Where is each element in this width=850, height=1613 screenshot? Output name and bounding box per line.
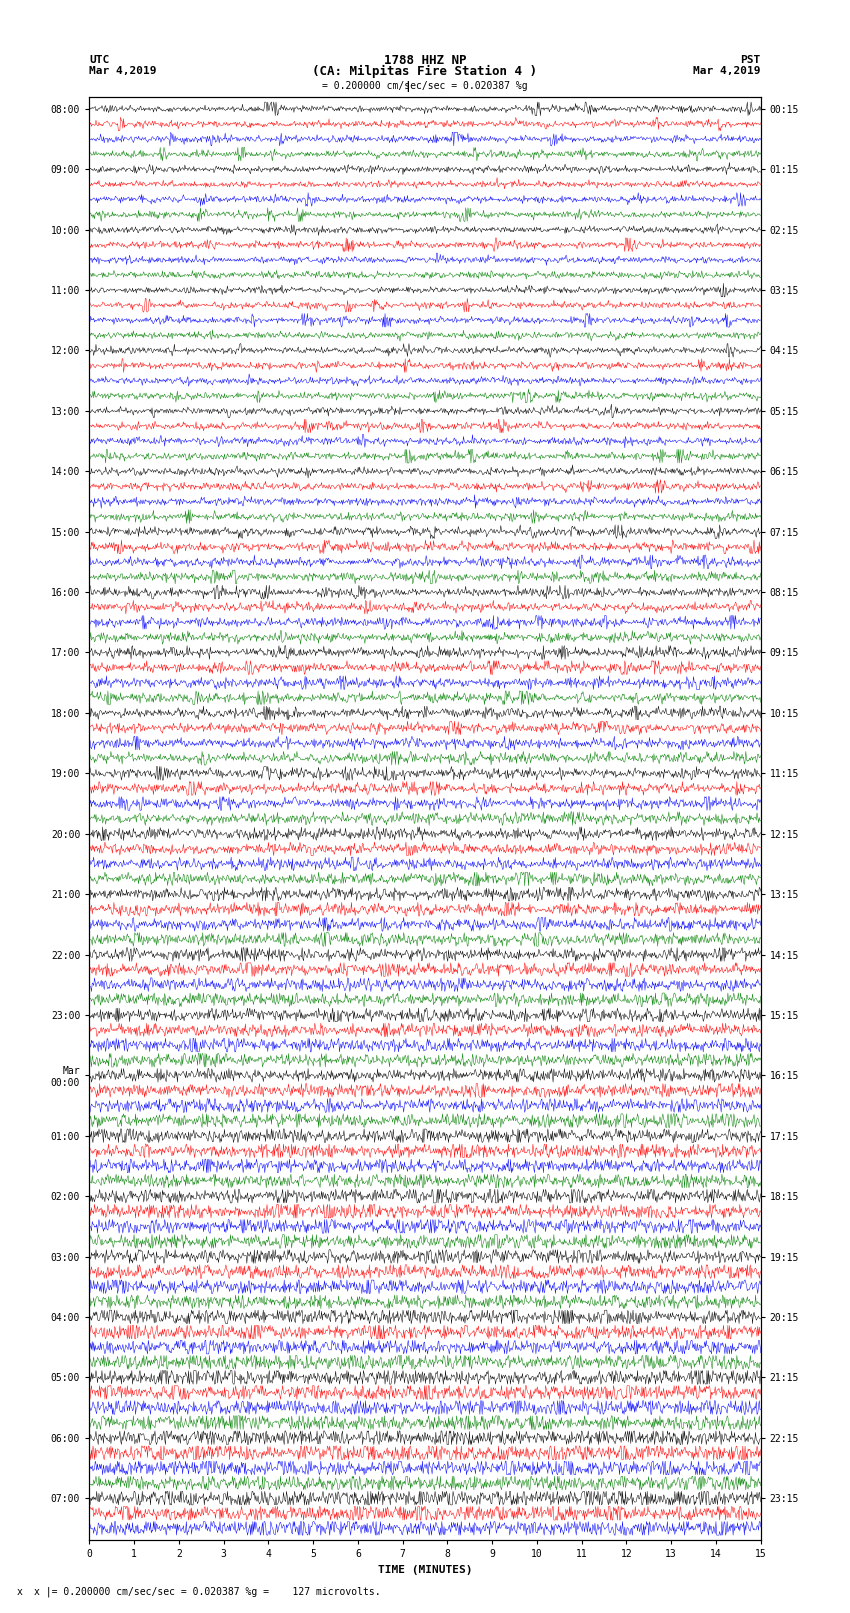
- Text: x |= 0.200000 cm/sec/sec = 0.020387 %g =    127 microvolts.: x |= 0.200000 cm/sec/sec = 0.020387 %g =…: [34, 1586, 381, 1597]
- Text: |: |: [405, 81, 411, 92]
- Text: 1788 HHZ NP: 1788 HHZ NP: [383, 53, 467, 68]
- Text: Mar 4,2019: Mar 4,2019: [694, 66, 761, 76]
- Text: x: x: [17, 1587, 23, 1597]
- Text: Mar 4,2019: Mar 4,2019: [89, 66, 156, 76]
- Text: PST: PST: [740, 55, 761, 66]
- Text: UTC: UTC: [89, 55, 110, 66]
- Text: = 0.200000 cm/sec/sec = 0.020387 %g: = 0.200000 cm/sec/sec = 0.020387 %g: [322, 81, 528, 90]
- Text: (CA: Milpitas Fire Station 4 ): (CA: Milpitas Fire Station 4 ): [313, 65, 537, 77]
- X-axis label: TIME (MINUTES): TIME (MINUTES): [377, 1565, 473, 1574]
